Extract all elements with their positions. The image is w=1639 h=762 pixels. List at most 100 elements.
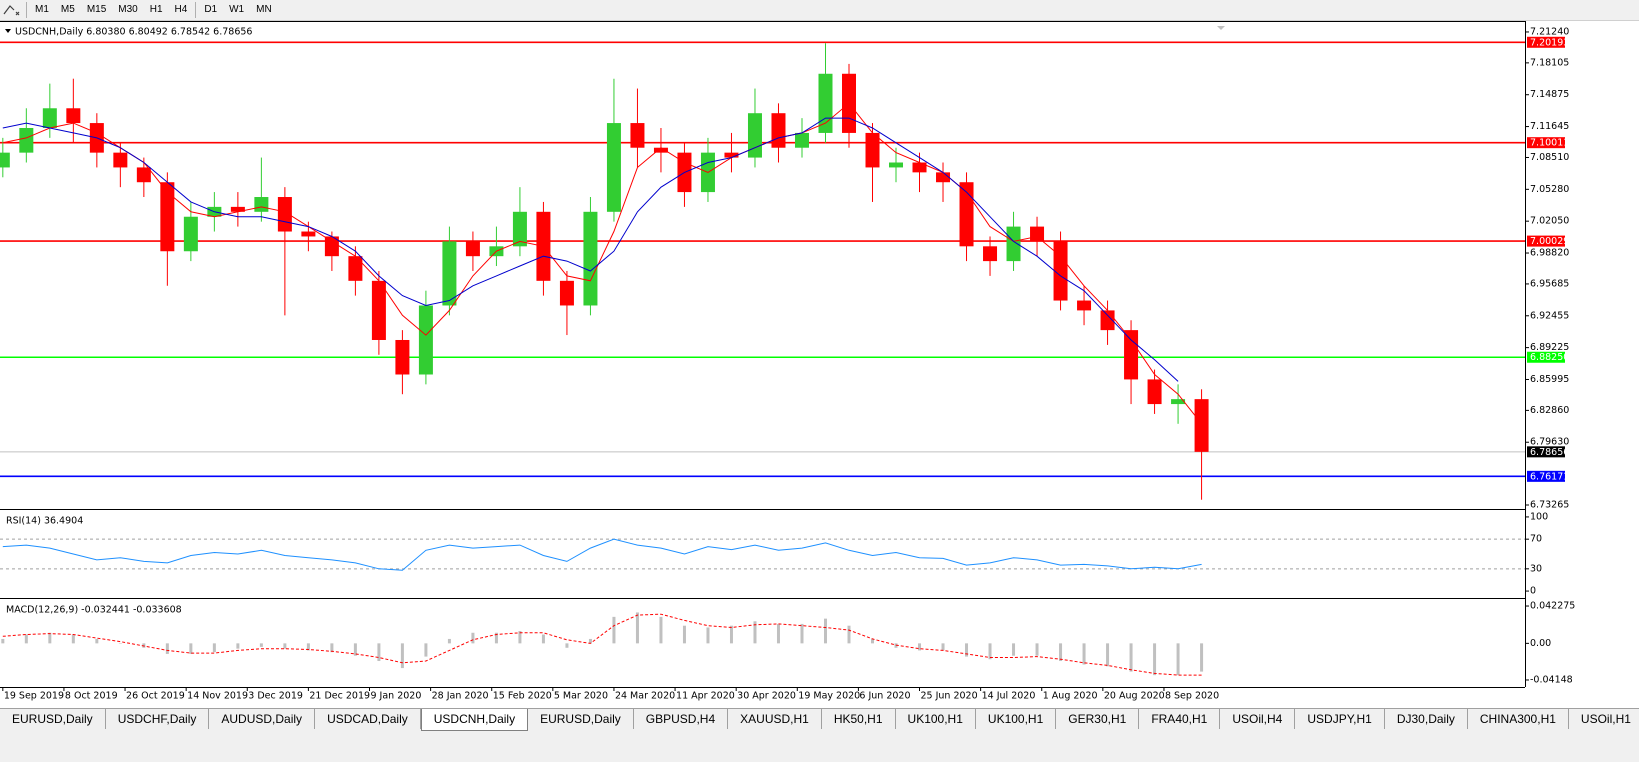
histogram-bar bbox=[612, 616, 616, 644]
y-tick-label: 7.02050 bbox=[1530, 216, 1569, 227]
histogram-bar bbox=[682, 625, 686, 644]
x-tick-label: 5 Mar 2020 bbox=[554, 691, 608, 702]
x-tick-label: 28 Jan 2020 bbox=[432, 691, 489, 702]
histogram-bar bbox=[753, 621, 757, 644]
candle-body bbox=[465, 241, 480, 257]
symbol-tab[interactable]: DJ30,Daily bbox=[1385, 709, 1468, 729]
x-tick-label: 9 Jan 2020 bbox=[370, 691, 421, 702]
y-tick-label: 30 bbox=[1530, 563, 1542, 574]
y-tick-label: 7.11645 bbox=[1530, 121, 1569, 132]
candle-body bbox=[724, 152, 739, 158]
timeframe-button[interactable]: H4 bbox=[174, 4, 188, 15]
histogram-bar bbox=[1153, 643, 1157, 676]
candle-body bbox=[348, 256, 363, 281]
candle-body bbox=[301, 231, 316, 237]
symbol-tab[interactable]: USDJPY,H1 bbox=[1295, 709, 1385, 729]
level-label: 6.88250 bbox=[1530, 352, 1569, 363]
histogram-bar bbox=[1035, 643, 1039, 656]
symbol-tab[interactable]: HK50,H1 bbox=[822, 709, 896, 729]
y-tick-label: 0.00 bbox=[1530, 638, 1551, 649]
candle-body bbox=[1030, 226, 1045, 242]
toolbar-icon[interactable] bbox=[0, 0, 24, 20]
histogram-bar bbox=[1106, 643, 1110, 667]
candle-body bbox=[983, 246, 998, 262]
symbol-tab[interactable]: USOil,H4 bbox=[1220, 709, 1296, 729]
candle-body bbox=[19, 127, 34, 153]
chart: USDCNH,Daily 6.80380 6.80492 6.78542 6.7… bbox=[0, 21, 1575, 702]
chart-background bbox=[0, 21, 1525, 687]
candle-body bbox=[1194, 399, 1209, 452]
symbol-tab[interactable]: USOil,H1 bbox=[1569, 709, 1639, 729]
symbol-tab[interactable]: CHINA300,H1 bbox=[1468, 709, 1569, 729]
y-tick-label: 7.05280 bbox=[1530, 184, 1569, 195]
candle-body bbox=[653, 147, 668, 153]
candle-body bbox=[936, 172, 951, 183]
histogram-bar bbox=[918, 643, 922, 651]
histogram-bar bbox=[776, 623, 780, 644]
histogram-bar bbox=[823, 618, 827, 644]
candle-body bbox=[0, 152, 10, 168]
timeframe-button[interactable]: M5 bbox=[60, 4, 75, 15]
level-label: 6.78656 bbox=[1530, 447, 1569, 458]
symbol-tab[interactable]: FRA40,H1 bbox=[1139, 709, 1221, 729]
histogram-bar bbox=[1082, 643, 1086, 665]
histogram-bar bbox=[283, 643, 287, 649]
histogram-bar bbox=[377, 643, 381, 662]
symbol-tab[interactable]: UK100,H1 bbox=[896, 709, 976, 729]
candle-body bbox=[254, 197, 269, 212]
histogram-bar bbox=[259, 643, 263, 647]
x-tick-label: 6 Jun 2020 bbox=[859, 691, 910, 702]
symbol-tab[interactable]: XAUUSD,H1 bbox=[728, 709, 822, 729]
y-tick-label: 7.14875 bbox=[1530, 89, 1569, 100]
histogram-bar bbox=[471, 632, 475, 644]
timeframe-button[interactable]: W1 bbox=[229, 4, 245, 15]
symbol-tab[interactable]: AUDUSD,Daily bbox=[209, 709, 316, 729]
candle-body bbox=[1171, 399, 1186, 405]
histogram-bar bbox=[189, 643, 193, 654]
symbol-tab[interactable]: EURUSD,Daily bbox=[528, 709, 634, 729]
x-tick-label: 14 Jul 2020 bbox=[982, 691, 1036, 702]
level-label-bg bbox=[1527, 470, 1565, 482]
timeframe-button[interactable]: M30 bbox=[118, 4, 138, 15]
histogram-bar bbox=[1176, 643, 1180, 676]
candle-body bbox=[747, 113, 762, 158]
histogram-bar bbox=[236, 643, 240, 649]
symbol-tab[interactable]: USDCNH,Daily bbox=[420, 709, 529, 731]
separator bbox=[26, 2, 27, 18]
symbol-tab[interactable]: GER30,H1 bbox=[1056, 709, 1140, 729]
y-tick-label: 6.73265 bbox=[1530, 499, 1569, 510]
candle-body bbox=[912, 162, 927, 173]
histogram-bar bbox=[48, 632, 52, 644]
histogram-bar bbox=[1, 638, 5, 644]
candle-body bbox=[606, 123, 621, 212]
symbol-tab[interactable]: GBPUSD,H4 bbox=[634, 709, 729, 729]
level-label: 7.10011 bbox=[1530, 138, 1569, 149]
symbol-tab[interactable]: EURUSD,Daily bbox=[0, 709, 106, 729]
symbol-tab[interactable]: USDCHF,Daily bbox=[106, 709, 210, 729]
level-label: 7.20193 bbox=[1530, 37, 1569, 48]
y-tick-label: 6.85995 bbox=[1530, 374, 1569, 385]
x-tick-label: 24 Mar 2020 bbox=[615, 691, 675, 702]
candle-body bbox=[630, 123, 645, 148]
timeframe-button[interactable]: D1 bbox=[204, 4, 218, 15]
timeframe-button[interactable]: M15 bbox=[86, 4, 107, 15]
histogram-bar bbox=[353, 643, 357, 656]
candle-body bbox=[559, 280, 574, 306]
candle-body bbox=[1124, 330, 1139, 380]
symbol-tab[interactable]: UK100,H1 bbox=[976, 709, 1057, 729]
y-tick-label: 70 bbox=[1530, 534, 1542, 545]
y-tick-label: 6.92455 bbox=[1530, 310, 1569, 321]
separator bbox=[195, 2, 197, 18]
collapse-arrow[interactable] bbox=[5, 29, 11, 33]
pane-title: USDCNH,Daily 6.80380 6.80492 6.78542 6.7… bbox=[15, 27, 252, 38]
histogram-bar bbox=[212, 643, 216, 653]
y-tick-label: 6.82860 bbox=[1530, 405, 1569, 416]
timeframe-button[interactable]: MN bbox=[256, 4, 272, 15]
symbol-tab[interactable]: USDCAD,Daily bbox=[315, 709, 421, 729]
timeframe-button[interactable]: M1 bbox=[35, 4, 49, 15]
candle-body bbox=[136, 167, 151, 183]
y-tick-label: 100 bbox=[1530, 511, 1548, 522]
timeframe-button[interactable]: H1 bbox=[149, 4, 163, 15]
x-tick-label: 30 Apr 2020 bbox=[737, 691, 796, 702]
